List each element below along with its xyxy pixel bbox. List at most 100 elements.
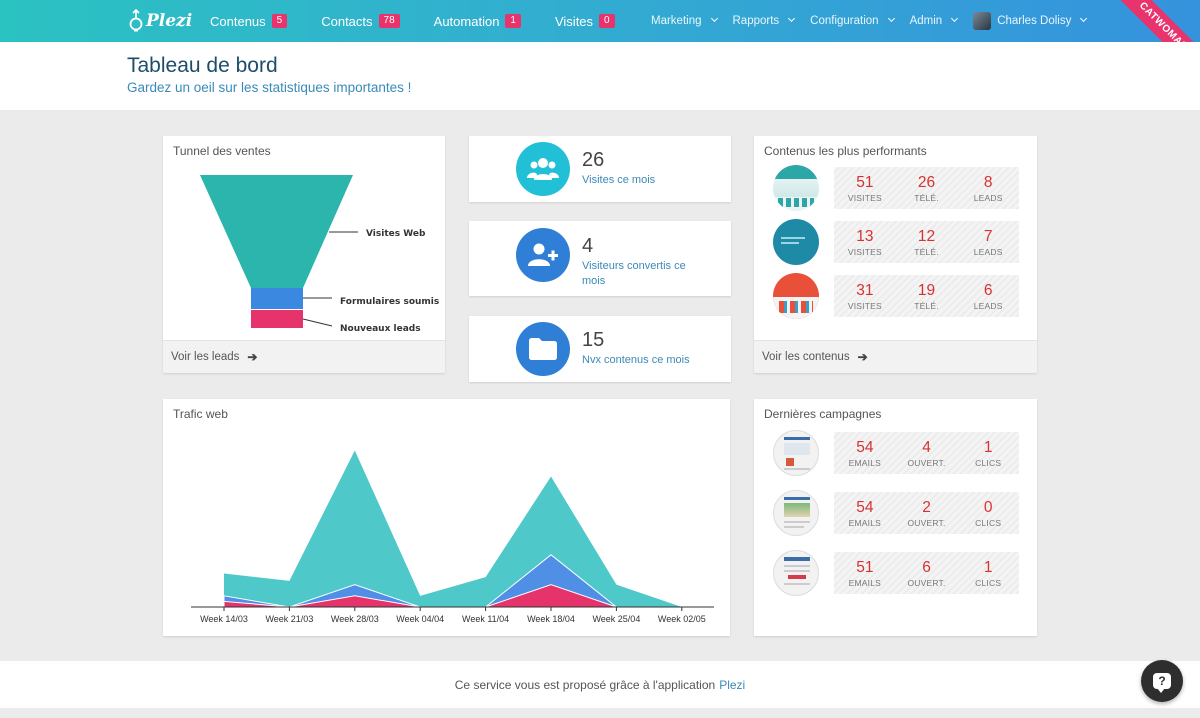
content-metrics: 13 VISITES 12 TÉLÉ. 7 LEADS: [834, 221, 1019, 263]
content-metrics: 31 VISITES 19 TÉLÉ. 6 LEADS: [834, 275, 1019, 317]
metric: 1 CLICS: [957, 552, 1019, 594]
nav-rapports-label: Rapports: [732, 15, 780, 27]
metric-value: 31: [856, 281, 874, 299]
campaign-thumbnail: [773, 490, 819, 536]
metric: 13 VISITES: [834, 221, 896, 263]
metric-label: EMAILS: [848, 517, 882, 528]
users-icon: [516, 142, 570, 196]
nav-marketing[interactable]: Marketing: [651, 14, 718, 27]
stat-label[interactable]: Nvx contenus ce mois: [582, 354, 690, 366]
chevron-down-icon: [951, 14, 959, 22]
content-metrics: 51 VISITES 26 TÉLÉ. 8 LEADS: [834, 167, 1019, 209]
metric-value: 54: [856, 498, 874, 516]
plezi-logo[interactable]: Plezi: [128, 6, 192, 36]
help-button[interactable]: ?: [1141, 660, 1183, 702]
metric-value: 6: [922, 558, 931, 576]
metric-value: 12: [917, 227, 936, 245]
content-row[interactable]: 31 VISITES 19 TÉLÉ. 6 LEADS: [773, 273, 1019, 319]
campaign-metrics: 54 EMAILS 4 OUVERT. 1 CLICS: [834, 432, 1019, 474]
top-contents-card: Contenus les plus performants 51 VISITES …: [754, 136, 1037, 373]
nav-rapports[interactable]: Rapports: [732, 14, 796, 27]
stat-number: 15: [582, 329, 605, 351]
nav-visites[interactable]: Visites 0: [555, 14, 615, 29]
metric-label: EMAILS: [848, 577, 882, 588]
voir-contenus-link[interactable]: Voir les contenus ➔: [754, 340, 1037, 373]
metric-value: 26: [917, 173, 936, 191]
traffic-series-0: [224, 450, 682, 607]
campaign-row[interactable]: 51 EMAILS 6 OUVERT. 1 CLICS: [773, 550, 1019, 596]
x-tick-label: Week 21/03: [265, 614, 313, 624]
nav-automation[interactable]: Automation 1: [434, 14, 521, 29]
content-thumbnail: [773, 273, 819, 319]
traffic-chart: Week 14/03 Week 21/03 Week 28/03 Week 04/04…: [191, 450, 714, 624]
top-contents-title: Contenus les plus performants: [764, 144, 927, 158]
content-row[interactable]: 13 VISITES 12 TÉLÉ. 7 LEADS: [773, 219, 1019, 265]
x-tick-label: Week 28/03: [331, 614, 379, 624]
nav-contacts-badge: 78: [378, 14, 400, 28]
metric-label: CLICS: [975, 457, 1002, 468]
metric-value: 1: [983, 438, 993, 456]
arrow-right-icon: ➔: [247, 350, 258, 364]
metric: 8 LEADS: [957, 167, 1019, 209]
metric-label: VISITES: [847, 246, 882, 257]
funnel-connector: [302, 318, 333, 327]
stat-card-convertis: 4 Visiteurs convertis ce mois: [469, 221, 731, 296]
campaign-metrics: 51 EMAILS 6 OUVERT. 1 CLICS: [834, 552, 1019, 594]
metric-label: CLICS: [975, 577, 1002, 588]
funnel-card: Tunnel des ventes Visites Web Formulaire…: [163, 136, 445, 373]
folder-icon: [516, 322, 570, 376]
x-tick-label: Week 14/03: [200, 614, 248, 624]
metric: 2 OUVERT.: [896, 492, 958, 534]
logo-text: Plezi: [146, 11, 193, 31]
campaign-thumbnail: [773, 550, 819, 596]
footer-plezi-link[interactable]: Plezi: [719, 677, 746, 692]
metric-label: CLICS: [975, 517, 1002, 528]
campaign-row[interactable]: 54 EMAILS 2 OUVERT. 0 CLICS: [773, 490, 1019, 536]
content-thumbnail: [773, 219, 819, 265]
metric: 6 LEADS: [957, 275, 1019, 317]
metric-value: 0: [983, 498, 993, 516]
stat-label[interactable]: Visiteurs convertis ce mois: [582, 260, 686, 287]
campaign-thumbnail: [773, 430, 819, 476]
metric: 19 TÉLÉ.: [896, 275, 958, 317]
nav-visites-label: Visites: [554, 13, 594, 29]
avatar: [973, 12, 992, 30]
nav-admin[interactable]: Admin: [910, 14, 959, 27]
chevron-down-icon: [710, 14, 718, 22]
nav-contacts-label: Contacts: [321, 13, 373, 29]
arrow-right-icon: ➔: [857, 350, 868, 364]
user-menu[interactable]: Charles Dolisy: [973, 12, 1088, 30]
nav-contenus-label: Contenus: [210, 13, 266, 29]
secondary-nav: Marketing Rapports Configuration Admin C…: [651, 0, 1102, 42]
chevron-down-icon: [1080, 14, 1088, 22]
content-row[interactable]: 51 VISITES 26 TÉLÉ. 8 LEADS: [773, 165, 1019, 211]
user-name: Charles Dolisy: [997, 15, 1072, 27]
metric: 26 TÉLÉ.: [896, 167, 958, 209]
site-footer: Ce service vous est proposé grâce à l'ap…: [0, 661, 1200, 708]
metric-value: 2: [922, 498, 931, 516]
metric-label: OUVERT.: [907, 577, 946, 588]
stat-number: 4: [582, 235, 594, 257]
metric-value: 51: [856, 173, 874, 191]
metric-value: 4: [922, 438, 931, 456]
metric-label: LEADS: [973, 300, 1003, 311]
chevron-down-icon: [887, 14, 895, 22]
voir-contenus-label: Voir les contenus: [762, 351, 850, 363]
funnel-label-leads: Nouveaux leads: [340, 324, 421, 334]
nav-configuration[interactable]: Configuration: [810, 14, 895, 27]
metric: 0 CLICS: [957, 492, 1019, 534]
nav-contacts[interactable]: Contacts 78: [321, 13, 400, 29]
metric-value: 51: [856, 558, 874, 576]
nav-contenus-badge: 5: [271, 14, 288, 28]
metric-label: OUVERT.: [907, 457, 946, 468]
content-thumbnail: [773, 165, 819, 211]
nav-contenus[interactable]: Contenus 5: [210, 13, 288, 29]
voir-leads-link[interactable]: Voir les leads ➔: [163, 340, 445, 373]
stat-label[interactable]: Visites ce mois: [582, 174, 656, 186]
funnel-label-formulaires: Formulaires soumis: [340, 297, 439, 307]
campaigns-title: Dernières campagnes: [764, 407, 882, 421]
campaign-row[interactable]: 54 EMAILS 4 OUVERT. 1 CLICS: [773, 430, 1019, 476]
metric-label: TÉLÉ.: [914, 246, 939, 257]
metric-label: LEADS: [973, 192, 1003, 203]
